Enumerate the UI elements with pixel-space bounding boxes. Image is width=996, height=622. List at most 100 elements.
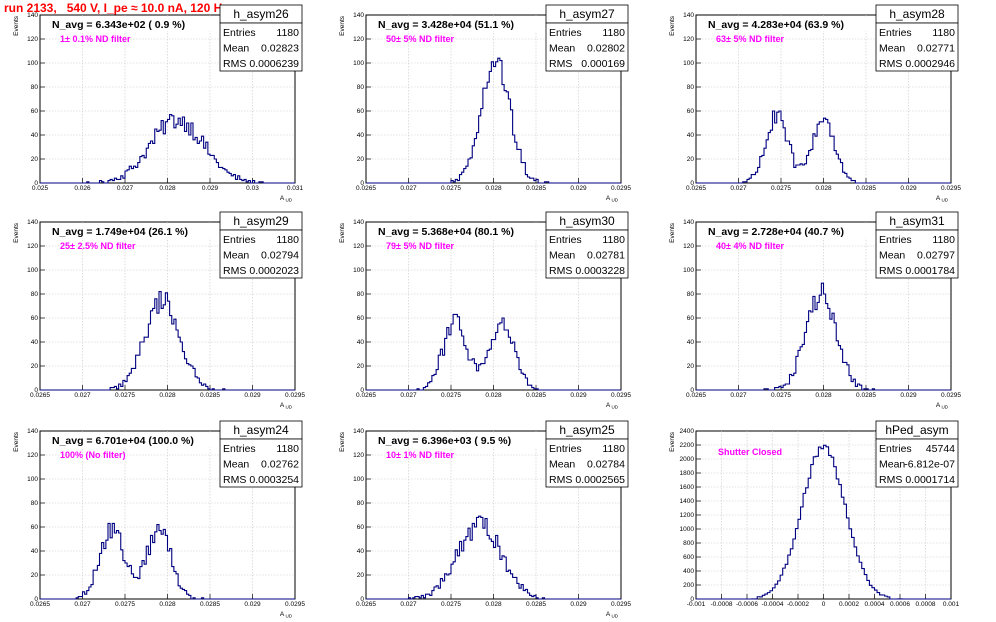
filter-note: 79± 5% ND filter xyxy=(386,241,454,251)
y-tick-label: 0 xyxy=(34,596,38,603)
stat-box xyxy=(219,22,303,72)
stat-box-title: h_asym28 xyxy=(889,7,945,21)
stat-key-entries: Entries xyxy=(549,443,582,455)
x-tick-label: 0.0265 xyxy=(686,185,706,192)
x-tick-label: 0.0275 xyxy=(771,392,791,399)
stat-value-mean: 0.02794 xyxy=(261,250,299,262)
stat-value-rms: 0.0001714 xyxy=(905,474,955,486)
y-tick-label: 80 xyxy=(31,84,39,91)
y-tick-label: 100 xyxy=(353,476,364,483)
x-tick-label: 0.0002 xyxy=(839,601,859,608)
stat-key-mean: Mean xyxy=(223,250,249,262)
stat-key-rms: RMS xyxy=(223,265,246,277)
y-tick-label: 40 xyxy=(31,339,39,346)
filter-note: 10± 1% ND filter xyxy=(386,450,454,460)
pad-h_asym29: 0.0265 0.027 0.0275 0.028 0.0285 0.029 0.0295 0… xyxy=(13,211,305,410)
x-tick-label: 0.03 xyxy=(246,185,259,192)
filter-note: 25± 2.5% ND filter xyxy=(60,241,136,251)
x-tick-label: 0.0008 xyxy=(916,601,936,608)
x-tick-label: 0.028 xyxy=(159,392,176,399)
x-tick-label: 0.0295 xyxy=(285,392,305,399)
y-tick-label: 60 xyxy=(31,524,39,531)
x-tick-label: 0.0265 xyxy=(356,392,376,399)
y-tick-label: 0 xyxy=(360,180,364,187)
x-tick-label: 0.0295 xyxy=(941,392,961,399)
histogram-line xyxy=(40,291,295,391)
n-avg-label: N_avg = 2.728e+04 (40.7 %) xyxy=(708,226,844,238)
x-tick-label: 0.0275 xyxy=(441,601,461,608)
pad-hPed_asym: -0.001 -0.0008 -0.0006 -0.0004 -0.0002 0 0.000… xyxy=(669,420,960,608)
x-tick-label: 0.027 xyxy=(730,392,747,399)
y-tick-label: 120 xyxy=(27,452,38,459)
y-tick-label: 140 xyxy=(353,219,364,226)
y-tick-label: 2400 xyxy=(680,428,695,435)
histogram-line xyxy=(696,282,951,391)
y-tick-label: 40 xyxy=(357,548,365,555)
y-tick-label: 140 xyxy=(27,428,38,435)
y-tick-label: 80 xyxy=(687,291,695,298)
n-avg-label: N_avg = 1.749e+04 (26.1 %) xyxy=(52,226,188,238)
x-tick-label: 0.028 xyxy=(485,601,502,608)
x-tick-label: 0.027 xyxy=(400,185,417,192)
n-avg-bg xyxy=(45,17,215,31)
x-tick-label: 0.0265 xyxy=(686,392,706,399)
y-tick-label: 0 xyxy=(360,596,364,603)
stat-value-rms: 0.000169 xyxy=(581,58,625,70)
y-tick-label: 140 xyxy=(353,428,364,435)
y-tick-label: 80 xyxy=(357,84,365,91)
x-tick-label: 0.028 xyxy=(815,185,832,192)
x-tick-label: 0.0275 xyxy=(441,392,461,399)
x-axis-label: A UD xyxy=(280,402,293,410)
y-tick-label: 0 xyxy=(690,387,694,394)
stat-key-mean: Mean xyxy=(549,250,575,262)
stat-box xyxy=(219,229,303,279)
pad-h_asym30: 0.0265 0.027 0.0275 0.028 0.0285 0.029 0.0295 0… xyxy=(339,211,631,410)
y-axis-label: Events xyxy=(669,431,676,452)
x-axis-label: A UD xyxy=(606,611,619,619)
filter-note: 50± 5% ND filter xyxy=(386,34,454,44)
x-tick-label: 0.028 xyxy=(159,185,176,192)
stat-box xyxy=(219,438,303,488)
histogram-line xyxy=(366,57,621,184)
y-tick-label: 1200 xyxy=(680,512,695,519)
stat-value-mean: 0.02784 xyxy=(587,459,625,471)
filter-note: 100% (No filter) xyxy=(60,450,126,460)
x-tick-label: 0.029 xyxy=(244,601,261,608)
y-tick-label: 1000 xyxy=(680,526,695,533)
stat-key-mean: Mean xyxy=(879,43,905,55)
y-tick-label: 60 xyxy=(357,524,365,531)
x-tick-label: 0.029 xyxy=(900,185,917,192)
stat-value-entries: 1180 xyxy=(276,234,299,246)
n-avg-bg xyxy=(371,224,541,238)
histogram-line xyxy=(696,444,951,600)
y-tick-label: 40 xyxy=(31,548,39,555)
histogram-line xyxy=(696,110,951,184)
y-tick-label: 100 xyxy=(27,267,38,274)
y-tick-label: 20 xyxy=(31,572,39,579)
x-tick-label: 0.0006 xyxy=(890,601,910,608)
y-tick-label: 140 xyxy=(683,219,694,226)
stat-value-rms: 0.0002023 xyxy=(249,265,299,277)
y-tick-label: 80 xyxy=(357,500,365,507)
stat-value-rms: 0.0003228 xyxy=(575,265,625,277)
n-avg-label: N_avg = 5.368e+04 (80.1 %) xyxy=(378,226,514,238)
stat-box xyxy=(875,22,959,72)
stat-box xyxy=(545,438,629,488)
y-tick-label: 100 xyxy=(353,267,364,274)
x-tick-label: 0.028 xyxy=(159,601,176,608)
stat-key-entries: Entries xyxy=(879,443,912,455)
x-tick-label: 0.027 xyxy=(400,392,417,399)
y-tick-label: 140 xyxy=(27,12,38,19)
stat-key-rms: RMS xyxy=(223,474,246,486)
y-tick-label: 20 xyxy=(31,156,39,163)
x-tick-label: 0.027 xyxy=(74,601,91,608)
y-axis-label: Events xyxy=(13,222,20,243)
x-tick-label: -0.0004 xyxy=(761,601,783,608)
stat-key-mean: Mean xyxy=(549,43,575,55)
x-tick-label: 0.0285 xyxy=(526,601,546,608)
y-tick-label: 100 xyxy=(683,267,694,274)
x-tick-label: 0.029 xyxy=(570,185,587,192)
x-axis-label: A UD xyxy=(936,402,949,410)
histogram-line xyxy=(40,114,295,184)
